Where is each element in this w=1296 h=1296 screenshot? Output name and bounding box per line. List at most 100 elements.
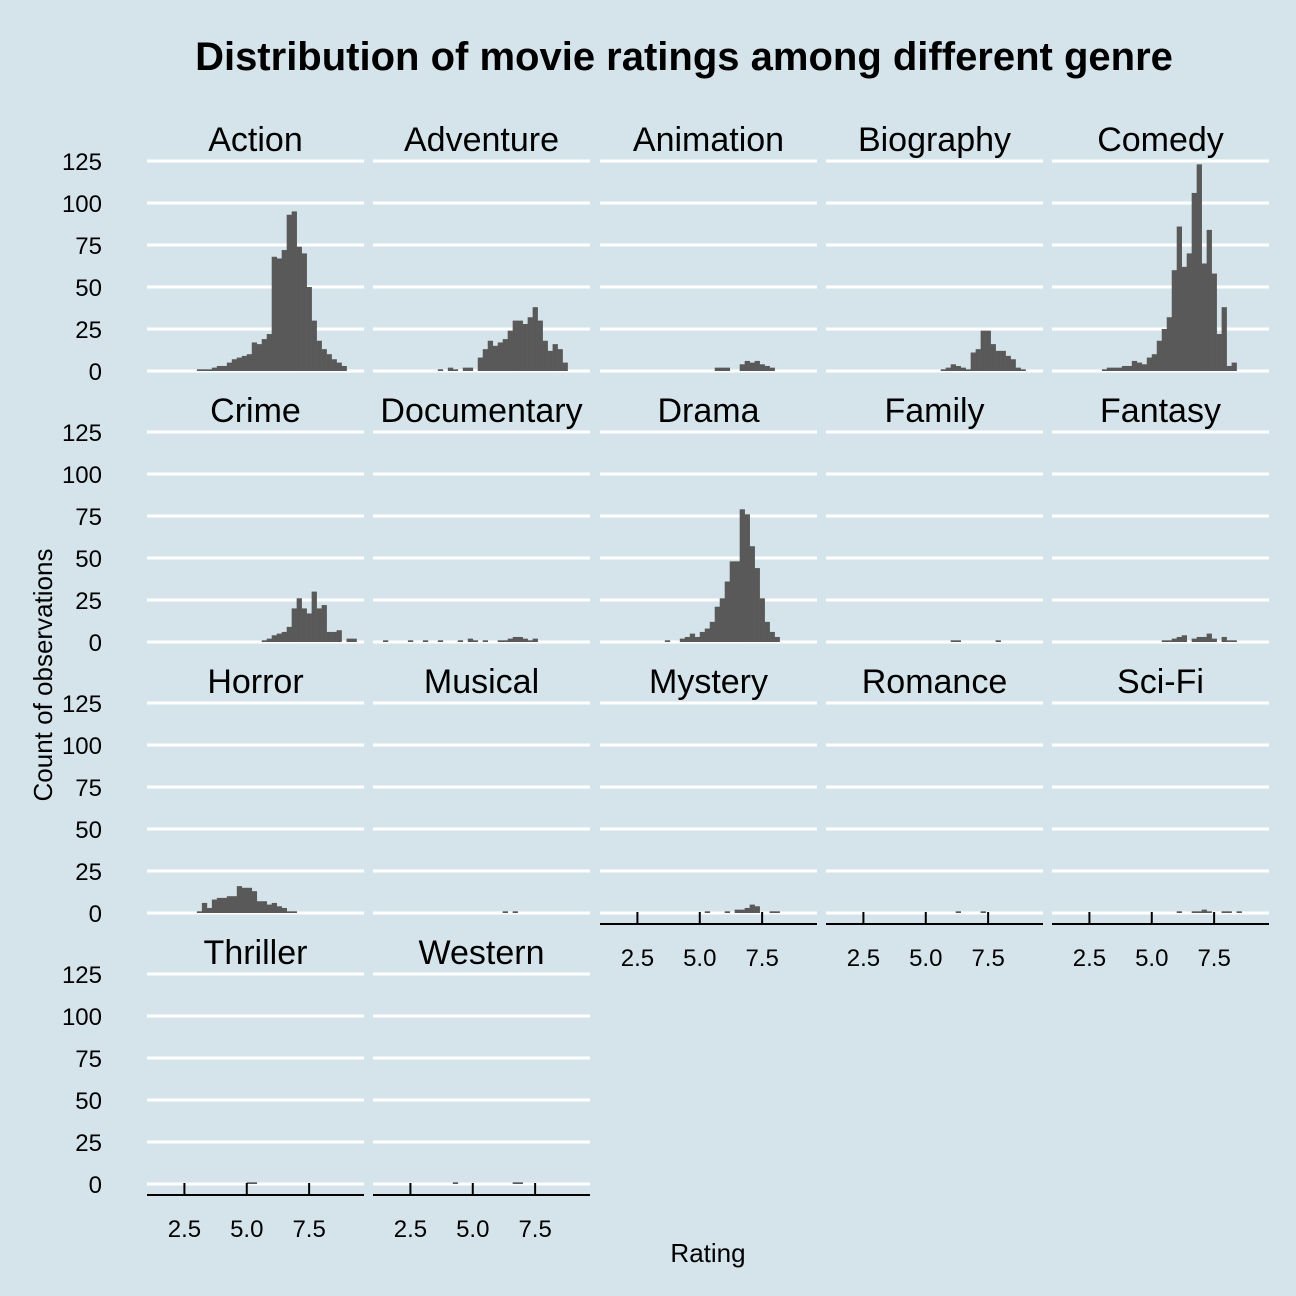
y-tick-label: 125 <box>62 149 102 176</box>
histogram-bar <box>1015 367 1021 371</box>
facet-panel-biography: Biography <box>826 121 1043 373</box>
histogram-bar <box>980 911 986 913</box>
facet-label: Horror <box>207 663 303 701</box>
facet-label: Animation <box>633 121 784 159</box>
histogram-bar <box>1226 640 1232 642</box>
histogram-bar <box>477 357 484 371</box>
histogram-bar <box>1161 329 1168 371</box>
histogram-bar <box>985 330 991 371</box>
histogram-bar <box>774 911 780 913</box>
histogram-bar <box>542 340 548 371</box>
histogram-bar <box>276 258 282 371</box>
facet-panel-sci-fi: Sci-Fi 2.5 5.0 7.5 <box>1052 663 1269 972</box>
histogram-bar <box>734 561 740 642</box>
histogram-bar <box>1010 359 1016 371</box>
histogram-bar <box>557 349 563 371</box>
histogram-bar <box>744 360 750 371</box>
histogram-bar <box>1201 909 1207 913</box>
x-tick-label: 7.5 <box>1197 945 1230 972</box>
histogram-bar <box>739 509 745 642</box>
histogram-bar <box>236 357 243 371</box>
y-tick-label: 125 <box>62 420 102 447</box>
histogram-bar <box>664 640 671 642</box>
y-tick-label: 75 <box>75 504 102 531</box>
histogram-bar <box>754 360 760 371</box>
histogram-bar <box>236 886 243 913</box>
histogram-bar <box>527 317 533 371</box>
histogram-bar <box>241 887 248 913</box>
histogram-bar <box>1201 263 1207 371</box>
histogram-bar <box>734 909 740 913</box>
histogram-bar <box>261 640 268 642</box>
histogram-bar <box>452 1182 459 1184</box>
facet-panel-crime: Crime 0 25 50 75 100 125 <box>62 392 364 657</box>
histogram-bar <box>739 909 745 913</box>
y-tick-label: 0 <box>89 359 102 386</box>
histogram-bar <box>276 633 282 642</box>
histogram-bar <box>562 362 568 371</box>
histogram-bar <box>201 902 208 913</box>
histogram-bar <box>1126 365 1133 371</box>
histogram-bar <box>301 608 307 642</box>
histogram-bar <box>281 907 287 913</box>
histogram-bar <box>955 365 961 371</box>
histogram-bar <box>995 350 1001 371</box>
facet-panels: Action 0 25 50 75 100 125 Adventure Animation Bio… <box>62 121 1269 1243</box>
histogram-bar <box>980 330 986 371</box>
facet-label: Romance <box>862 663 1008 701</box>
facet-label: Documentary <box>380 392 582 430</box>
histogram-bar <box>336 630 342 642</box>
histogram-bar <box>1161 640 1168 642</box>
histogram-bar <box>532 307 538 371</box>
histogram-bar <box>769 911 775 913</box>
histogram-bar <box>749 362 755 371</box>
histogram-bar <box>457 640 464 642</box>
histogram-bar <box>512 911 518 913</box>
histogram-bar <box>492 345 499 371</box>
histogram-bar <box>512 320 518 371</box>
y-tick-label: 75 <box>75 775 102 802</box>
x-tick-label: 2.5 <box>621 945 654 972</box>
histogram-bar <box>221 365 228 371</box>
histogram-bar <box>527 640 533 642</box>
histogram-bar <box>522 638 528 642</box>
histogram-bar <box>221 897 228 913</box>
histogram-bar <box>467 367 474 371</box>
facet-panel-action: Action 0 25 50 75 100 125 <box>62 121 364 386</box>
histogram-bar <box>522 323 528 371</box>
x-tick-label: 5.0 <box>909 945 942 972</box>
histogram-bar <box>1201 636 1207 642</box>
y-tick-label: 75 <box>75 1046 102 1073</box>
histogram-bar <box>507 330 513 371</box>
histogram-bar <box>512 636 518 642</box>
y-tick-label: 125 <box>62 962 102 989</box>
histogram-bar <box>437 369 444 371</box>
histogram-bar <box>975 349 981 371</box>
histogram-bar <box>1005 355 1011 371</box>
histogram-bar <box>724 911 731 913</box>
histogram-bar <box>724 581 731 642</box>
histogram-bar <box>970 352 976 371</box>
x-tick-label: 7.5 <box>518 1216 551 1243</box>
histogram-bar <box>1186 253 1192 371</box>
histogram-bar <box>1206 633 1212 642</box>
histogram-bar <box>749 546 755 642</box>
facet-panel-documentary: Documentary <box>373 392 590 644</box>
facet-label: Musical <box>424 663 539 701</box>
histogram-bar <box>316 340 322 371</box>
x-tick-label: 2.5 <box>394 1216 427 1243</box>
histogram-bar <box>759 598 765 642</box>
histogram-bar <box>1206 229 1212 371</box>
histogram-bar <box>960 367 966 371</box>
histogram-bar <box>216 897 223 913</box>
histogram-bar <box>764 621 770 642</box>
histogram-bar <box>719 598 726 642</box>
histogram-bar <box>266 638 273 642</box>
histogram-bar <box>1101 369 1108 371</box>
histogram-bar <box>271 256 278 371</box>
histogram-bar <box>1221 636 1227 642</box>
y-tick-label: 100 <box>62 1004 102 1031</box>
histogram-bar <box>1166 640 1173 642</box>
histogram-bar <box>704 911 711 913</box>
x-tick-label: 2.5 <box>847 945 880 972</box>
